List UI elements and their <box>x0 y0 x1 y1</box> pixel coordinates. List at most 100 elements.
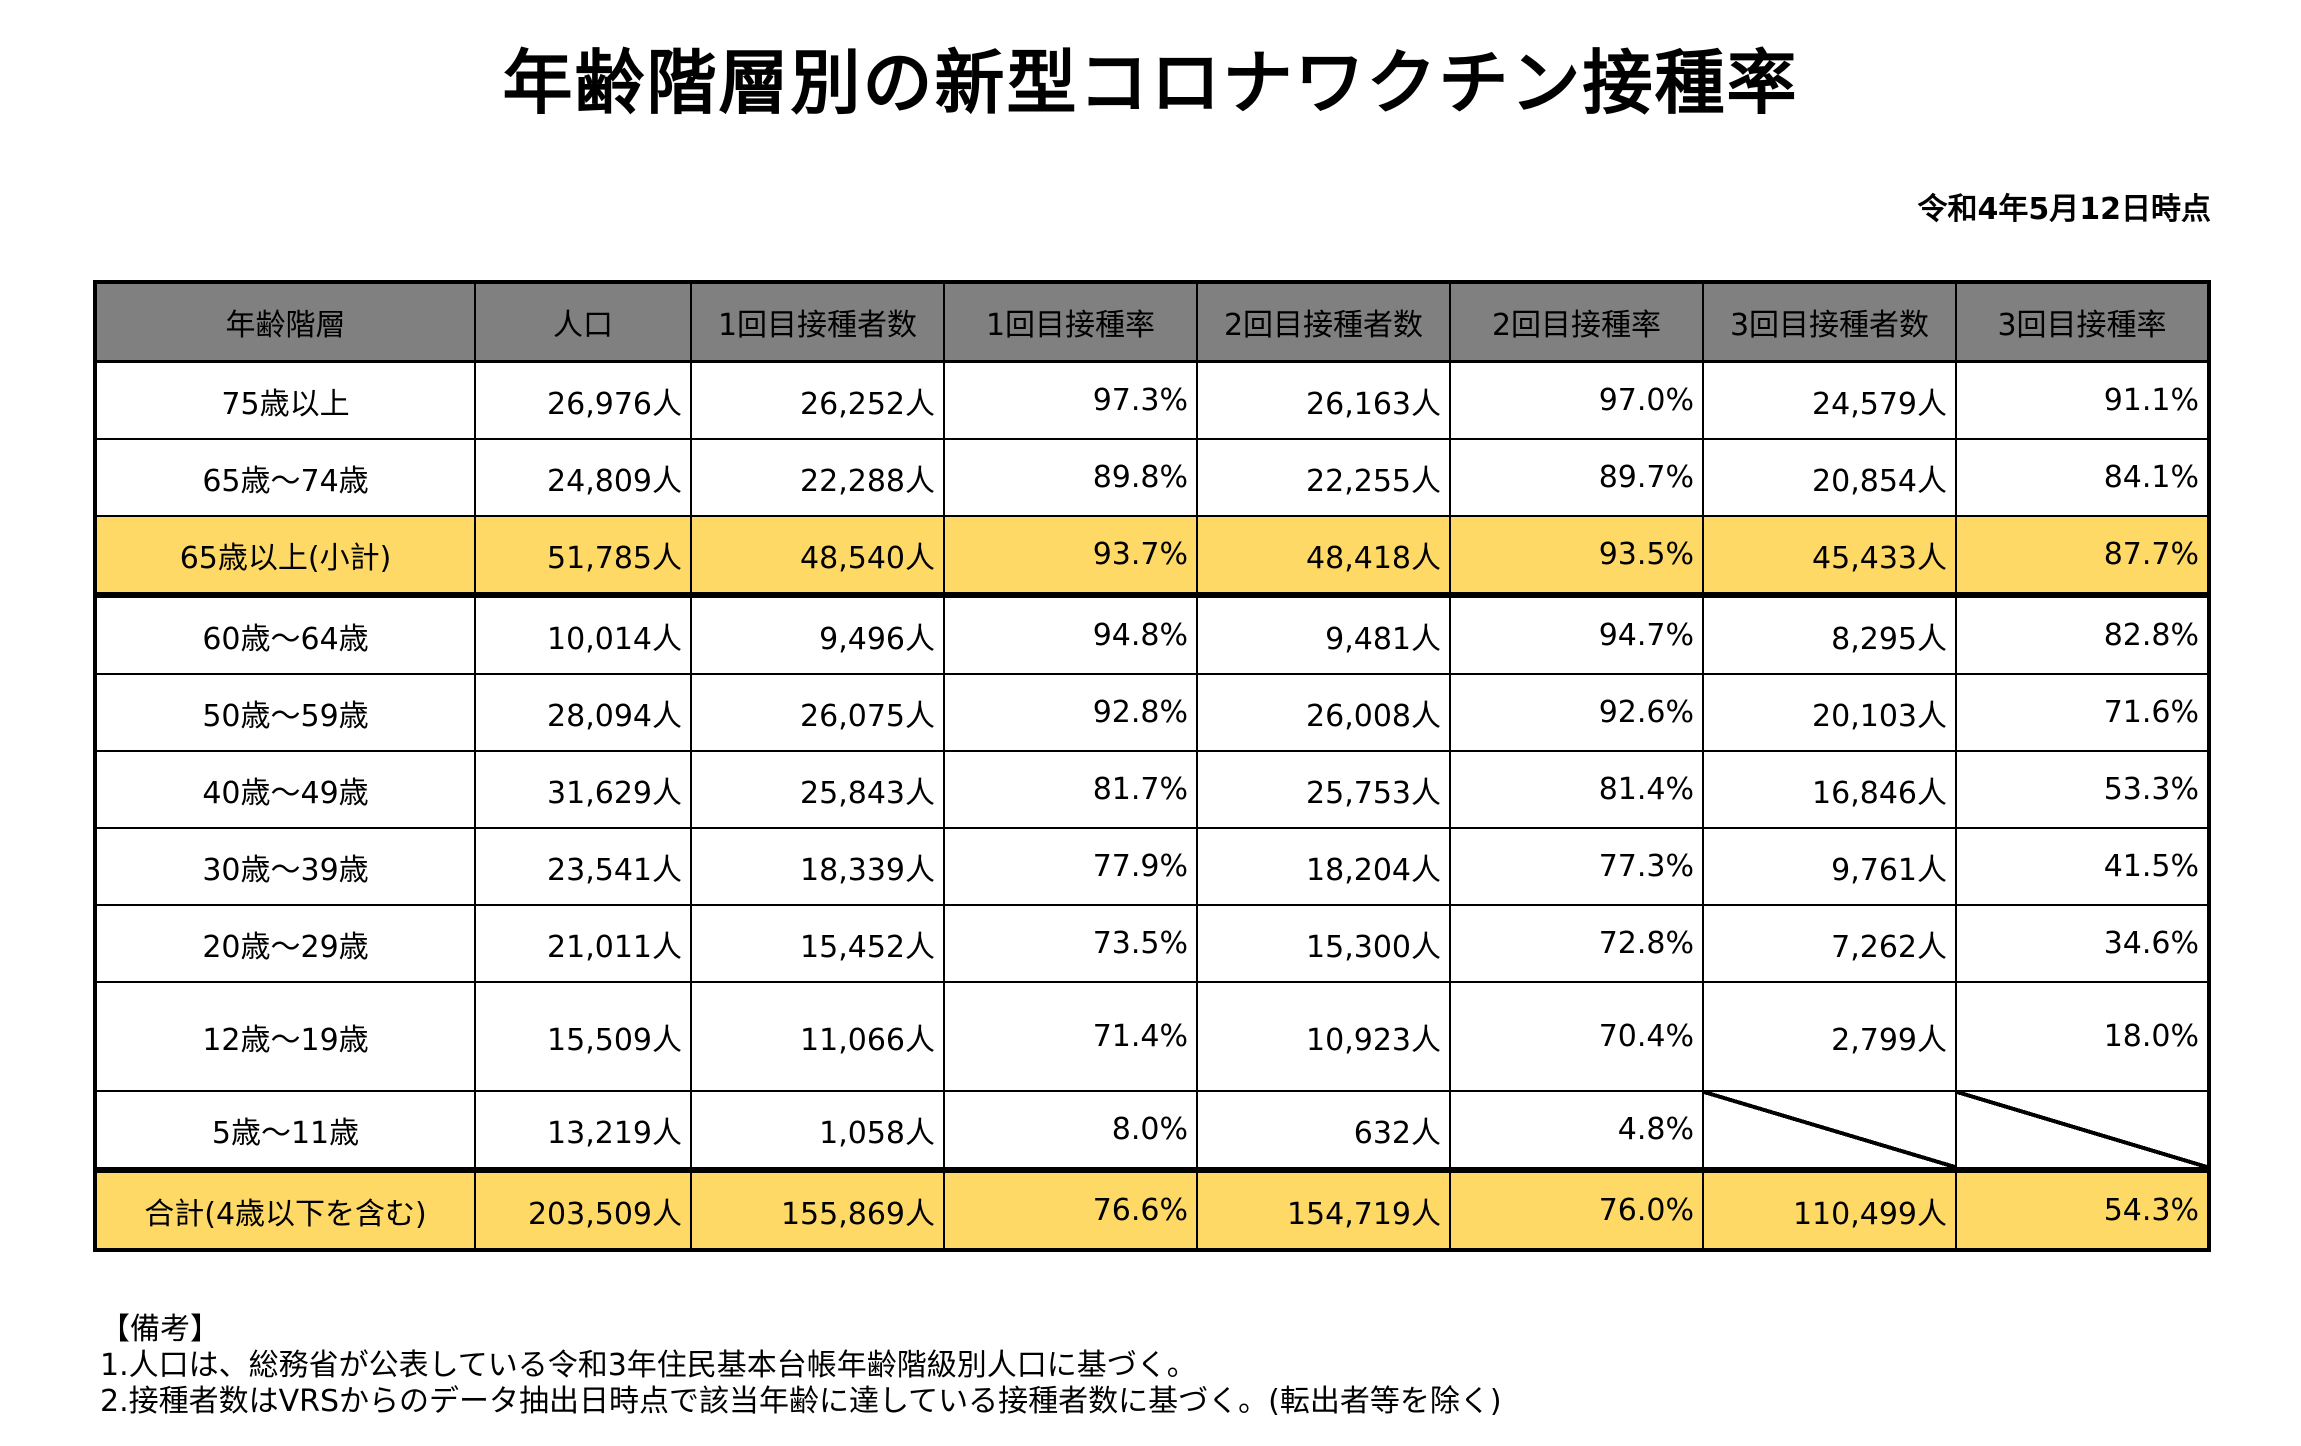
cell-dose2-rate: 72.8% <box>1449 904 1704 983</box>
header-dose2-rate: 2回目接種率 <box>1449 281 1704 363</box>
cell-population: 26,976人 <box>474 360 692 440</box>
cell-population: 15,509人 <box>474 981 692 1092</box>
table-row: 30歳～39歳 23,541人 18,339人 77.9% 18,204人 77… <box>94 827 2210 906</box>
table-row-subtotal: 65歳以上(小計) 51,785人 48,540人 93.7% 48,418人 … <box>94 515 2210 598</box>
table-row: 65歳～74歳 24,809人 22,288人 89.8% 22,255人 89… <box>94 438 2210 517</box>
cell-not-applicable <box>1702 1090 1957 1171</box>
cell-dose2-count: 48,418人 <box>1196 515 1451 598</box>
table-row: 50歳～59歳 28,094人 26,075人 92.8% 26,008人 92… <box>94 673 2210 752</box>
cell-dose1-count: 1,058人 <box>690 1090 945 1171</box>
cell-dose1-count: 48,540人 <box>690 515 945 598</box>
cell-age-group: 合計(4歳以下を含む) <box>94 1167 476 1251</box>
cell-population: 203,509人 <box>474 1167 692 1251</box>
table-row: 40歳～49歳 31,629人 25,843人 81.7% 25,753人 81… <box>94 750 2210 829</box>
cell-dose1-rate: 97.3% <box>943 360 1198 440</box>
notes-heading: 【備考】 <box>100 1312 220 1347</box>
cell-dose3-rate: 84.1% <box>1955 438 2210 517</box>
cell-dose3-rate: 91.1% <box>1955 360 2210 440</box>
cell-dose1-rate: 8.0% <box>943 1090 1198 1171</box>
cell-dose1-count: 25,843人 <box>690 750 945 829</box>
cell-population: 10,014人 <box>474 594 692 675</box>
cell-dose1-rate: 94.8% <box>943 594 1198 675</box>
cell-dose3-rate: 34.6% <box>1955 904 2210 983</box>
cell-dose3-count: 8,295人 <box>1702 594 1957 675</box>
cell-age-group: 65歳～74歳 <box>94 438 476 517</box>
vaccination-table: 年齢階層 人口 1回目接種者数 1回目接種率 2回目接種者数 2回目接種率 3回… <box>93 280 2211 1252</box>
cell-age-group: 12歳～19歳 <box>94 981 476 1092</box>
cell-dose3-count: 9,761人 <box>1702 827 1957 906</box>
cell-dose3-rate: 82.8% <box>1955 594 2210 675</box>
cell-population: 13,219人 <box>474 1090 692 1171</box>
cell-dose1-count: 18,339人 <box>690 827 945 906</box>
header-age-group: 年齢階層 <box>94 281 476 363</box>
cell-dose1-rate: 93.7% <box>943 515 1198 598</box>
table-row: 20歳～29歳 21,011人 15,452人 73.5% 15,300人 72… <box>94 904 2210 983</box>
table-row: 5歳～11歳 13,219人 1,058人 8.0% 632人 4.8% <box>94 1090 2210 1171</box>
cell-dose3-rate: 54.3% <box>1955 1167 2210 1251</box>
header-population: 人口 <box>474 281 692 363</box>
cell-dose1-count: 15,452人 <box>690 904 945 983</box>
cell-dose2-rate: 92.6% <box>1449 673 1704 752</box>
cell-dose2-count: 26,163人 <box>1196 360 1451 440</box>
cell-dose2-count: 22,255人 <box>1196 438 1451 517</box>
cell-dose3-count: 20,854人 <box>1702 438 1957 517</box>
cell-dose3-rate: 71.6% <box>1955 673 2210 752</box>
cell-dose3-count: 45,433人 <box>1702 515 1957 598</box>
header-dose3-count: 3回目接種者数 <box>1702 281 1957 363</box>
cell-dose3-count: 24,579人 <box>1702 360 1957 440</box>
notes-section: 【備考】 1.人口は、総務省が公表している令和3年住民基本台帳年齢階級別人口に基… <box>100 1312 1502 1420</box>
cell-dose2-rate: 94.7% <box>1449 594 1704 675</box>
notes-line: 2.接種者数はVRSからのデータ抽出日時点で該当年齢に達している接種者数に基づく… <box>100 1384 1502 1419</box>
cell-dose1-rate: 76.6% <box>943 1167 1198 1251</box>
cell-dose1-count: 11,066人 <box>690 981 945 1092</box>
cell-dose3-count: 2,799人 <box>1702 981 1957 1092</box>
cell-dose2-rate: 93.5% <box>1449 515 1704 598</box>
cell-dose1-rate: 71.4% <box>943 981 1198 1092</box>
table-header-row: 年齢階層 人口 1回目接種者数 1回目接種率 2回目接種者数 2回目接種率 3回… <box>94 281 2210 363</box>
cell-dose2-count: 25,753人 <box>1196 750 1451 829</box>
cell-dose2-count: 15,300人 <box>1196 904 1451 983</box>
cell-dose1-count: 22,288人 <box>690 438 945 517</box>
cell-dose1-rate: 81.7% <box>943 750 1198 829</box>
cell-dose3-count: 7,262人 <box>1702 904 1957 983</box>
cell-age-group: 5歳～11歳 <box>94 1090 476 1171</box>
cell-dose2-rate: 76.0% <box>1449 1167 1704 1251</box>
cell-dose2-rate: 97.0% <box>1449 360 1704 440</box>
cell-dose1-rate: 89.8% <box>943 438 1198 517</box>
cell-dose1-count: 26,075人 <box>690 673 945 752</box>
cell-population: 23,541人 <box>474 827 692 906</box>
cell-dose3-rate: 53.3% <box>1955 750 2210 829</box>
cell-age-group: 50歳～59歳 <box>94 673 476 752</box>
cell-dose3-rate: 41.5% <box>1955 827 2210 906</box>
page-title: 年齢階層別の新型コロナワクチン接種率 <box>502 42 1799 124</box>
cell-dose2-count: 154,719人 <box>1196 1167 1451 1251</box>
header-dose1-count: 1回目接種者数 <box>690 281 945 363</box>
cell-dose3-rate: 87.7% <box>1955 515 2210 598</box>
cell-dose1-count: 9,496人 <box>690 594 945 675</box>
cell-dose1-rate: 73.5% <box>943 904 1198 983</box>
cell-dose2-rate: 89.7% <box>1449 438 1704 517</box>
cell-dose1-rate: 77.9% <box>943 827 1198 906</box>
cell-dose2-rate: 70.4% <box>1449 981 1704 1092</box>
cell-dose2-rate: 81.4% <box>1449 750 1704 829</box>
table-row: 12歳～19歳 15,509人 11,066人 71.4% 10,923人 70… <box>94 981 2210 1092</box>
cell-age-group: 30歳～39歳 <box>94 827 476 906</box>
cell-dose3-count: 20,103人 <box>1702 673 1957 752</box>
cell-age-group: 65歳以上(小計) <box>94 515 476 598</box>
cell-not-applicable <box>1955 1090 2210 1171</box>
cell-dose3-count: 16,846人 <box>1702 750 1957 829</box>
cell-dose2-count: 26,008人 <box>1196 673 1451 752</box>
table-row: 75歳以上 26,976人 26,252人 97.3% 26,163人 97.0… <box>94 360 2210 440</box>
table-row: 60歳～64歳 10,014人 9,496人 94.8% 9,481人 94.7… <box>94 594 2210 675</box>
header-dose1-rate: 1回目接種率 <box>943 281 1198 363</box>
cell-dose1-count: 155,869人 <box>690 1167 945 1251</box>
notes-line: 1.人口は、総務省が公表している令和3年住民基本台帳年齢階級別人口に基づく。 <box>100 1348 1197 1383</box>
cell-age-group: 75歳以上 <box>94 360 476 440</box>
cell-population: 28,094人 <box>474 673 692 752</box>
header-dose2-count: 2回目接種者数 <box>1196 281 1451 363</box>
cell-dose1-count: 26,252人 <box>690 360 945 440</box>
table-row-total: 合計(4歳以下を含む) 203,509人 155,869人 76.6% 154,… <box>94 1167 2210 1251</box>
cell-dose2-count: 9,481人 <box>1196 594 1451 675</box>
cell-population: 21,011人 <box>474 904 692 983</box>
cell-dose2-count: 18,204人 <box>1196 827 1451 906</box>
